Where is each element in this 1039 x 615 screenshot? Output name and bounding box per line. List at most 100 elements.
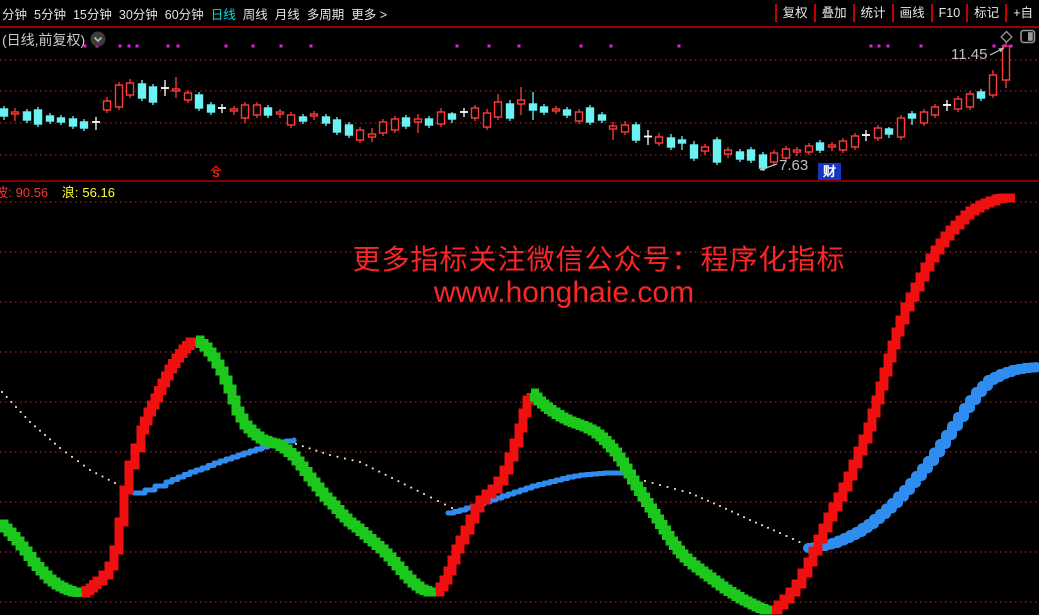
- tool-button[interactable]: 画线: [891, 4, 931, 22]
- candle-body: [539, 106, 549, 113]
- candle-body: [988, 74, 998, 96]
- watermark-line1: 更多指标关注微信公众号：程序化指标: [352, 244, 846, 275]
- period-tab[interactable]: 5分钟: [34, 7, 66, 22]
- candle-body: [286, 114, 296, 126]
- dotted-ma-dot: [95, 472, 98, 475]
- event-dot: [176, 44, 180, 48]
- candle-body: [896, 117, 906, 138]
- candle-body: [298, 116, 308, 122]
- chart-title-text: (日线,前复权): [2, 32, 86, 48]
- period-tab[interactable]: 30分钟: [118, 7, 158, 22]
- dotted-ma-dot: [1, 391, 3, 393]
- candle-body: [620, 124, 630, 133]
- period-tab[interactable]: 60分钟: [164, 7, 204, 22]
- sell-caret: [210, 165, 222, 172]
- tool-button[interactable]: 复权: [774, 4, 814, 22]
- dotted-ma-dot: [71, 455, 73, 458]
- candle-body: [22, 111, 32, 121]
- indicator-header: 波: 90.56 浪: 56.16: [0, 182, 115, 201]
- dotted-ma-dot: [315, 449, 318, 452]
- tool-button[interactable]: 叠加: [813, 4, 853, 22]
- candle-body: [171, 88, 181, 92]
- toolbar: 分钟 5分钟 15分钟 30分钟 60分钟 日线 周线 月线 多周期 更多 > 复权 叠加 统计 画线 F…: [0, 0, 1039, 28]
- period-tab[interactable]: 日线: [210, 7, 236, 22]
- candle-body: [33, 109, 43, 125]
- dotted-ma-dot: [707, 499, 709, 502]
- candle-body: [689, 144, 699, 159]
- period-tab[interactable]: 更多 >: [351, 7, 388, 22]
- dotted-ma-dot: [49, 438, 51, 441]
- dotted-ma-dot: [651, 482, 654, 484]
- chevron-down-icon[interactable]: [90, 31, 106, 50]
- page-split-icon[interactable]: [1020, 29, 1036, 49]
- candle-body: [827, 144, 837, 148]
- low-price-label: 7.63: [779, 157, 809, 174]
- period-tab[interactable]: 月线: [274, 7, 300, 22]
- zigzag-up-segment: [435, 393, 536, 597]
- tool-button[interactable]: 统计: [852, 4, 892, 22]
- zigzag-down-segment: [530, 388, 772, 615]
- dotted-ma-dot: [410, 486, 413, 489]
- dotted-ma-dot: [397, 480, 400, 483]
- candle-body: [712, 139, 722, 163]
- wave-label: 波:: [0, 185, 12, 200]
- dotted-ma-dot: [701, 497, 703, 500]
- candle-body: [344, 124, 354, 136]
- tool-button[interactable]: F10: [930, 4, 967, 22]
- candle-body: [597, 114, 607, 121]
- candle-body: [194, 94, 204, 109]
- dotted-ma-dot: [384, 473, 387, 476]
- period-tab[interactable]: 分钟: [2, 7, 28, 22]
- dotted-ma-dot: [785, 535, 788, 537]
- candle-body: [804, 145, 814, 153]
- event-dot: [992, 44, 996, 48]
- candle-body: [45, 115, 55, 122]
- candle-body: [482, 112, 492, 128]
- candle-body: [1001, 45, 1011, 81]
- tool-button[interactable]: +自: [1005, 4, 1039, 22]
- cai-event-badge[interactable]: 财: [818, 163, 841, 180]
- dotted-ma-dot: [749, 519, 751, 521]
- candle-body: [252, 104, 262, 116]
- tool-button[interactable]: 标记: [966, 4, 1005, 22]
- dotted-ma-dot: [779, 532, 781, 534]
- high-arrow-head: [998, 48, 1004, 53]
- diamond-icon[interactable]: [999, 29, 1014, 49]
- candle-body: [551, 108, 561, 112]
- candle-body: [125, 82, 135, 96]
- event-dot: [517, 44, 521, 48]
- dotted-ma-dot: [322, 451, 325, 454]
- surf-label: 浪:: [61, 185, 79, 200]
- event-dot: [83, 44, 87, 48]
- dotted-ma-dot: [743, 516, 745, 519]
- candle-body: [919, 111, 929, 124]
- candle-body: [516, 99, 526, 105]
- event-dot: [166, 44, 170, 48]
- candle-body: [390, 118, 400, 131]
- candle-body: [470, 107, 480, 119]
- candle-body: [850, 135, 860, 148]
- period-tab[interactable]: 多周期: [306, 7, 345, 22]
- dotted-ma-dot: [416, 489, 419, 492]
- dotted-ma-dot: [378, 470, 381, 473]
- dotted-ma-dot: [107, 478, 110, 481]
- dotted-ma-dot: [444, 503, 446, 506]
- event-dot: [869, 44, 873, 48]
- candle-body: [436, 111, 446, 125]
- candle-body: [447, 113, 457, 120]
- period-tab[interactable]: 15分钟: [72, 7, 112, 22]
- candle-body: [401, 117, 411, 127]
- candle-body: [493, 101, 503, 118]
- dotted-ma-dot: [644, 480, 646, 482]
- dotted-ma-dot: [344, 457, 346, 460]
- candle-body: [608, 125, 618, 130]
- low-arrow-head: [760, 166, 766, 171]
- sell-signal-marker: S: [212, 168, 220, 180]
- candle-body: [56, 117, 66, 123]
- period-tab[interactable]: 周线: [242, 7, 268, 22]
- candle-body: [275, 111, 285, 115]
- dotted-ma-dot: [59, 447, 61, 449]
- event-dot: [118, 44, 122, 48]
